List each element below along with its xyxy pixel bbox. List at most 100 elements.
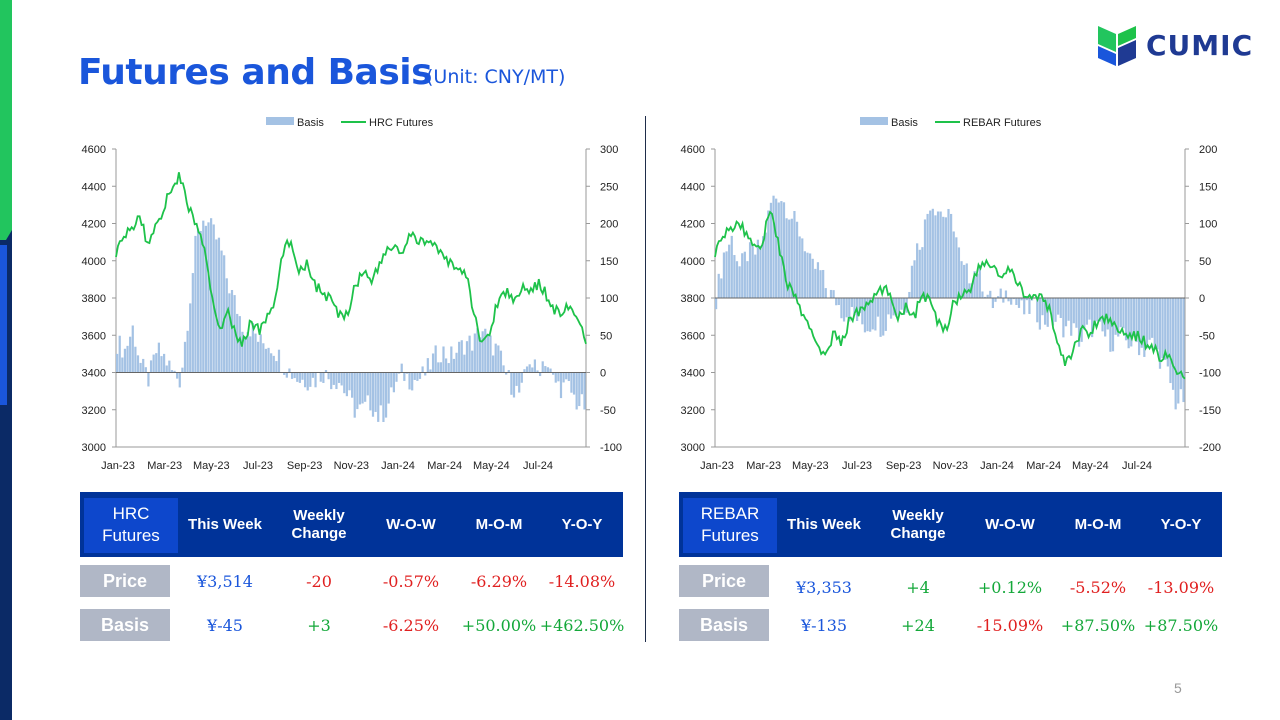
- rebar-basis-bar: [858, 298, 861, 313]
- rebar-chart: 3000 3200 3400 3600 3800 4000 4200 4400 4600 -200…: [681, 117, 1221, 472]
- rebar-basis-bar: [916, 243, 919, 298]
- hrc-cell-basis-1: +3: [307, 615, 331, 635]
- rebar-header-2: W-O-W: [985, 515, 1035, 533]
- hrc-basis-bar: [465, 341, 469, 373]
- hrc-basis-bar: [481, 331, 484, 373]
- rebar-basis-bar: [882, 298, 885, 336]
- hrc-basis-bar: [395, 372, 398, 382]
- hrc-basis-bar: [337, 372, 341, 383]
- rebar-basis-bar: [1161, 298, 1164, 359]
- hrc-basis-bar: [288, 368, 291, 373]
- rebar-basis-bar: [842, 298, 846, 322]
- rebar-basis-bar: [923, 219, 927, 298]
- hrc-cell-price-0: ¥3,514: [197, 571, 253, 591]
- hrc-basis-bar: [382, 372, 385, 422]
- hrc-legend-futures: HRC Futures: [369, 117, 434, 129]
- rebar-basis-bar: [991, 298, 994, 309]
- rebar-basis-bar: [722, 252, 726, 298]
- hrc-left-tick-label: 3200: [82, 405, 106, 417]
- hrc-x-tick-label: May-24: [473, 460, 510, 472]
- rebar-cell-price-0: ¥3,353: [796, 577, 852, 597]
- rebar-basis-bar: [963, 264, 966, 298]
- rebar-chart-svg: 3000 3200 3400 3600 3800 4000 4200 4400 4600 -200…: [681, 117, 1221, 472]
- hrc-basis-bar: [202, 220, 205, 373]
- rebar-basis-bar: [746, 261, 749, 298]
- hrc-basis-bar: [246, 332, 249, 373]
- hrc-basis-bar: [361, 372, 364, 404]
- rebar-right-tick-label: 200: [1199, 144, 1217, 156]
- rebar-basis-bar: [1059, 298, 1062, 318]
- rebar-basis-bar: [1171, 298, 1175, 390]
- hrc-basis-bar: [510, 372, 513, 395]
- hrc-basis-bar: [335, 372, 338, 390]
- rebar-basis-bar: [978, 265, 981, 298]
- hrc-chart: 3000 3200 3400 3600 3800 4000 4200 4400 4600 -100…: [0, 0, 640, 480]
- hrc-basis-bar: [437, 362, 440, 373]
- rebar-basis-bar: [762, 236, 765, 298]
- rebar-basis-bar: [1077, 298, 1081, 347]
- hrc-x-tick-label: Jul-23: [243, 460, 273, 472]
- rebar-cell-price-4: -13.09%: [1147, 577, 1215, 597]
- rebar-left-tick-label: 4400: [681, 181, 705, 193]
- rebar-basis-bar: [908, 291, 911, 298]
- rebar-cell-basis-2: -15.09%: [976, 615, 1044, 635]
- rebar-right-tick-label: -50: [1199, 330, 1215, 342]
- left-accent-bar: [0, 0, 12, 720]
- rebar-basis-bar: [819, 270, 822, 298]
- hrc-basis-bar: [309, 372, 312, 387]
- hrc-basis-bar: [583, 372, 586, 410]
- rebar-basis-bar: [1093, 298, 1096, 323]
- rebar-basis-bar: [759, 245, 762, 298]
- rebar-basis-bar: [788, 219, 791, 298]
- hrc-basis-bar: [330, 372, 333, 390]
- rebar-basis-bar: [840, 298, 843, 319]
- hrc-basis-bar: [366, 372, 369, 396]
- rebar-basis-bar: [942, 216, 945, 298]
- hrc-basis-bar: [194, 235, 197, 373]
- rebar-basis-bar: [1015, 298, 1018, 306]
- rebar-basis-bar: [1158, 298, 1162, 369]
- rebar-x-tick-label: Mar-23: [746, 460, 781, 472]
- rebar-left-tick-label: 3600: [681, 330, 705, 342]
- rebar-basis-bar: [730, 235, 733, 298]
- rebar-basis-bar: [795, 221, 799, 298]
- hrc-basis-bar: [257, 341, 260, 373]
- rebar-basis-bar: [790, 218, 793, 298]
- rebar-basis-bar: [869, 298, 872, 332]
- hrc-basis-bar: [144, 367, 147, 373]
- hrc-cell-price-1: -20: [306, 571, 332, 591]
- rebar-basis-bar: [1088, 298, 1091, 320]
- hrc-basis-bar: [494, 343, 497, 373]
- rebar-x-tick-label: Sep-23: [886, 460, 921, 472]
- hrc-basis-bar: [489, 335, 492, 373]
- rebar-x-tick-label: Mar-24: [1026, 460, 1061, 472]
- hrc-right-tick-label: 250: [600, 181, 618, 193]
- hrc-basis-bar: [332, 372, 335, 385]
- hrc-futures-line: [115, 172, 587, 347]
- hrc-basis-bar: [155, 353, 158, 373]
- rebar-basis-bar: [772, 195, 775, 298]
- rebar-basis-bar: [936, 211, 940, 298]
- unit-label: (Unit: CNY/MT): [426, 66, 566, 88]
- hrc-basis-bar: [236, 313, 239, 373]
- hrc-table-name: HRC Futures: [84, 498, 178, 553]
- rebar-basis-bar: [1109, 298, 1112, 352]
- rebar-basis-bar: [876, 298, 880, 317]
- rebar-left-tick-label: 4000: [681, 256, 705, 268]
- hrc-basis-bar: [426, 358, 429, 373]
- hrc-basis-bar: [387, 372, 390, 404]
- rebar-x-tick-label: May-23: [792, 460, 829, 472]
- rebar-basis-bar: [1038, 298, 1041, 330]
- hrc-basis-bar: [554, 372, 557, 383]
- rebar-right-tick-label: -200: [1199, 442, 1221, 454]
- hrc-right-tick-label: -100: [600, 442, 622, 454]
- rebar-x-tick-label: Jan-24: [980, 460, 1014, 472]
- hrc-basis-bar: [322, 372, 325, 383]
- hrc-basis-bar: [471, 350, 474, 373]
- rebar-basis-bar: [1130, 298, 1133, 347]
- hrc-basis-bar: [536, 370, 539, 373]
- rebar-basis-bar: [989, 290, 992, 298]
- rebar-basis-bar: [1122, 298, 1125, 329]
- hrc-basis-bar: [507, 370, 510, 373]
- hrc-basis-bar: [356, 372, 359, 410]
